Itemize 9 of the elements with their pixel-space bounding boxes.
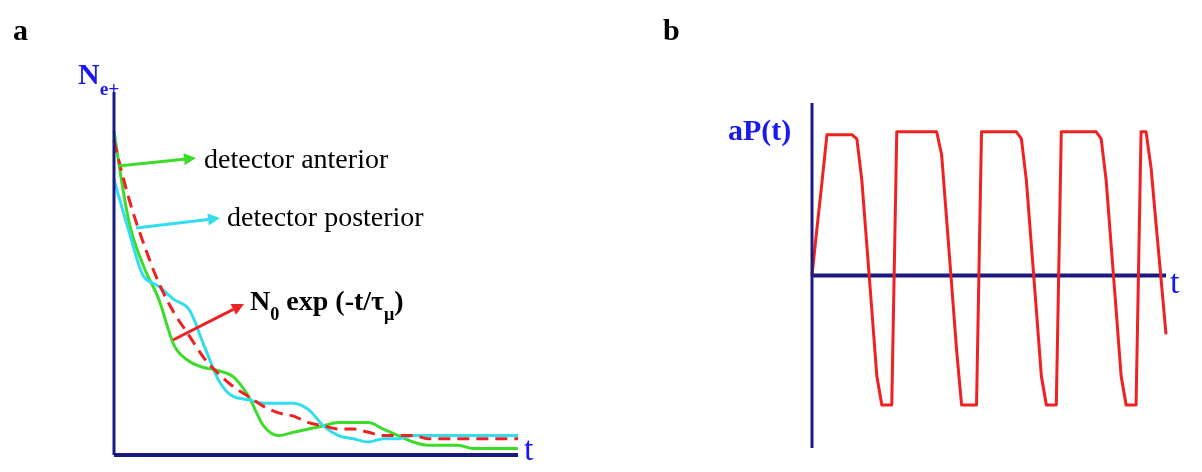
annotation: detector anterior xyxy=(204,143,389,174)
annotation: N$_{0}$ exp (-t/τ$_{μ}$) xyxy=(250,285,404,324)
chart-title: a xyxy=(13,13,28,46)
x-axis-title: t xyxy=(524,430,534,467)
chart-title: b xyxy=(663,13,680,46)
y-axis-title: aP(t) xyxy=(728,113,792,147)
annotation: detector posterior xyxy=(227,201,425,232)
x-axis-title: t xyxy=(1170,263,1180,300)
y-axis-title: N$_{e+}$ xyxy=(78,57,120,99)
